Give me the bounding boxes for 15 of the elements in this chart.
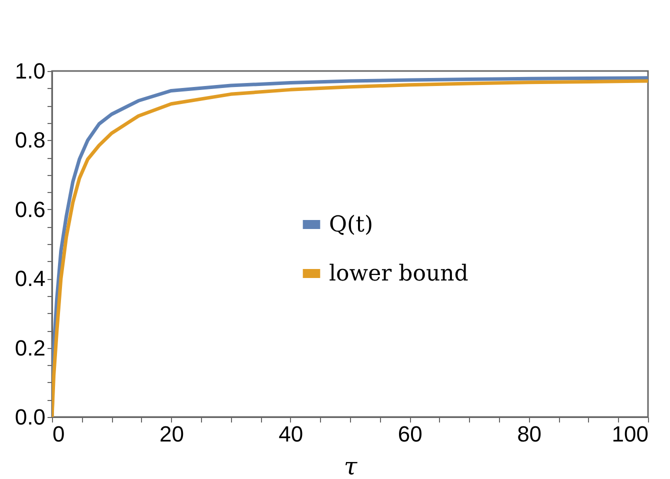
- x-axis-title: τ: [344, 452, 358, 479]
- y-tick-label: 0.8: [14, 128, 46, 153]
- y-tick-label: 0.2: [14, 335, 46, 360]
- x-tick-label: 0: [52, 422, 65, 446]
- legend-label: lower bound: [329, 262, 468, 286]
- y-tick-label: 1.0: [14, 58, 46, 84]
- x-tick-label: 40: [278, 422, 304, 446]
- y-tick-label: 0.4: [14, 266, 46, 292]
- x-tick-label: 100: [612, 422, 648, 446]
- legend-label: Q(t): [329, 212, 374, 238]
- y-tick-label: 0.6: [14, 196, 46, 222]
- x-tick-label: 60: [398, 422, 422, 446]
- x-tick-label: 80: [517, 422, 542, 446]
- x-tick-label: 20: [159, 422, 184, 446]
- y-tick-label: 0.0: [14, 404, 46, 430]
